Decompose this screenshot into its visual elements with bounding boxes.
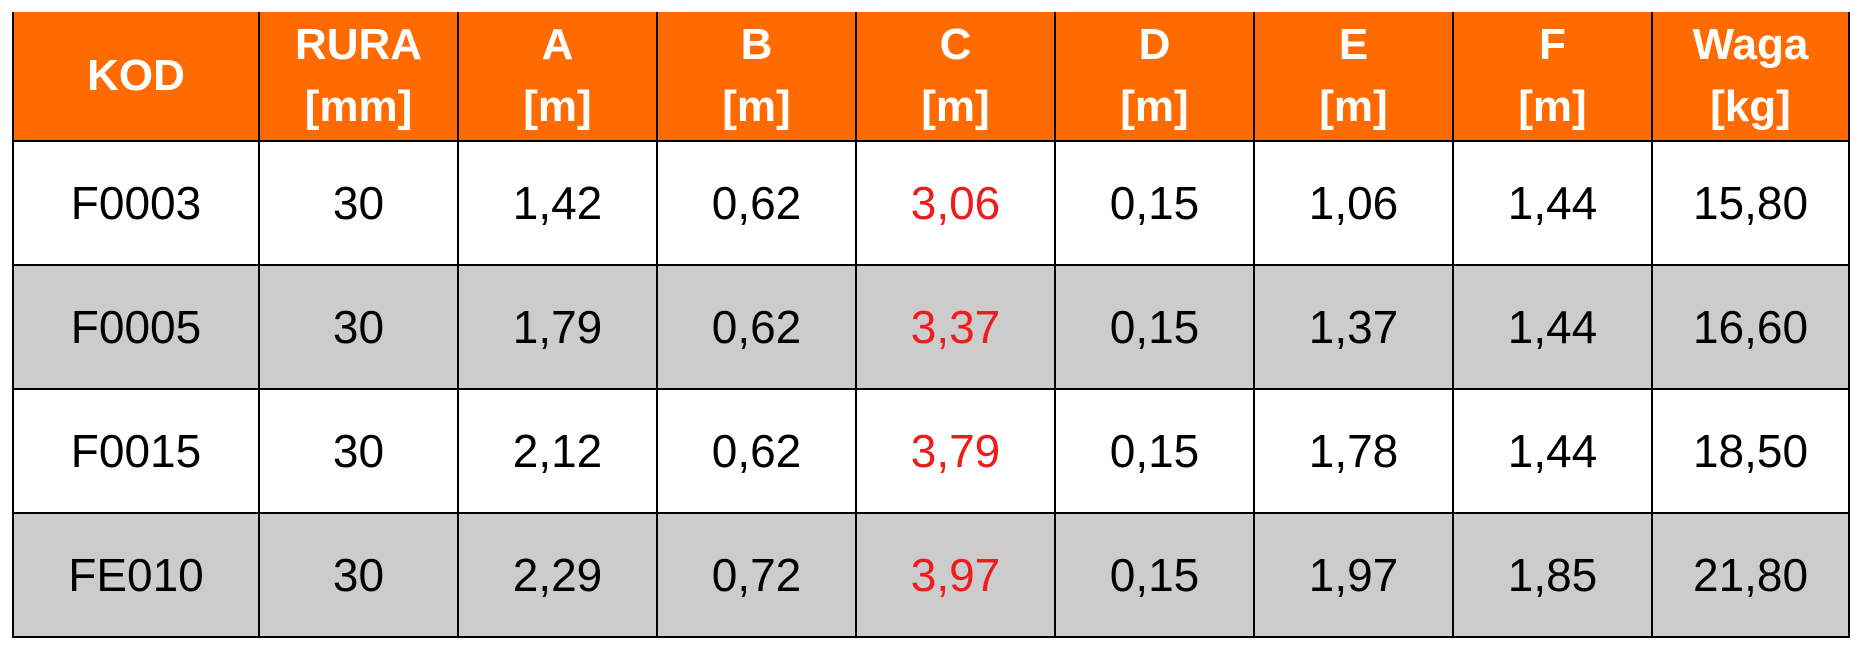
table-cell: 21,80: [1651, 512, 1850, 638]
header-cell: F [m]: [1452, 12, 1653, 142]
table-cell: 0,62: [656, 264, 857, 390]
table-cell: 30: [258, 512, 459, 638]
header-text: RURA: [294, 20, 423, 69]
table-cell: 1,44: [1452, 264, 1653, 390]
header-cell: E [m]: [1253, 12, 1454, 142]
table-cell: 2,12: [457, 388, 658, 514]
header-text: E: [1338, 20, 1369, 69]
header-cell: D [m]: [1054, 12, 1255, 142]
table-cell: 1,44: [1452, 388, 1653, 514]
header-cell: B [m]: [656, 12, 857, 142]
table-cell: 0,15: [1054, 140, 1255, 266]
table-cell: 1,42: [457, 140, 658, 266]
header-text: [m]: [722, 82, 791, 131]
table-row: F0005 30 1,79 0,62 3,37 0,15 1,37 1,44 16,60: [12, 264, 1850, 390]
table-cell: 30: [258, 264, 459, 390]
table-header: KOD RURA [mm] A [m] B [m] C [m] D [m] E [m] F [m] Waga […: [12, 12, 1850, 142]
table-cell: 30: [258, 140, 459, 266]
header-text: [mm]: [304, 82, 413, 131]
header-text: [kg]: [1710, 82, 1791, 131]
header-text: KOD: [87, 51, 185, 100]
table-cell: 18,50: [1651, 388, 1850, 514]
table-cell: 1,85: [1452, 512, 1653, 638]
header-text: [m]: [1319, 82, 1388, 131]
header-cell: RURA [mm]: [258, 12, 459, 142]
table-cell: 3,79: [855, 388, 1056, 514]
table-cell: 3,97: [855, 512, 1056, 638]
table-body: F0003 30 1,42 0,62 3,06 0,15 1,06 1,44 15,80 F000…: [12, 140, 1850, 638]
table-cell: 3,06: [855, 140, 1056, 266]
table-cell: 0,62: [656, 140, 857, 266]
table-cell: FE010: [12, 512, 260, 638]
table-cell: 0,15: [1054, 512, 1255, 638]
header-cell: C [m]: [855, 12, 1056, 142]
header-cell: Waga [kg]: [1651, 12, 1850, 142]
table-cell: 1,44: [1452, 140, 1653, 266]
table-cell: 0,15: [1054, 388, 1255, 514]
table-cell: 1,97: [1253, 512, 1454, 638]
header-cell: A [m]: [457, 12, 658, 142]
table-cell: F0015: [12, 388, 260, 514]
header-row: KOD RURA [mm] A [m] B [m] C [m] D [m] E [m] F [m] Waga […: [12, 12, 1850, 142]
header-text: B: [740, 20, 773, 69]
table-row: F0003 30 1,42 0,62 3,06 0,15 1,06 1,44 15,80: [12, 140, 1850, 266]
table-cell: 30: [258, 388, 459, 514]
header-text: [m]: [523, 82, 592, 131]
header-text: Waga: [1692, 20, 1809, 69]
data-table: KOD RURA [mm] A [m] B [m] C [m] D [m] E [m] F [m] Waga […: [12, 12, 1850, 638]
table-cell: 3,37: [855, 264, 1056, 390]
table-cell: 0,72: [656, 512, 857, 638]
table-cell: 16,60: [1651, 264, 1850, 390]
table-cell: 15,80: [1651, 140, 1850, 266]
header-cell: KOD: [12, 12, 260, 142]
table-row: FE010 30 2,29 0,72 3,97 0,15 1,97 1,85 21,80: [12, 512, 1850, 638]
header-text: [m]: [1518, 82, 1587, 131]
table-cell: 1,78: [1253, 388, 1454, 514]
table-cell: 0,62: [656, 388, 857, 514]
table-cell: 0,15: [1054, 264, 1255, 390]
header-text: F: [1539, 20, 1566, 69]
header-text: C: [939, 20, 972, 69]
table-cell: F0005: [12, 264, 260, 390]
header-text: D: [1138, 20, 1171, 69]
header-text: [m]: [1120, 82, 1189, 131]
table-cell: 2,29: [457, 512, 658, 638]
table-row: F0015 30 2,12 0,62 3,79 0,15 1,78 1,44 18,50: [12, 388, 1850, 514]
table-cell: F0003: [12, 140, 260, 266]
table-cell: 1,06: [1253, 140, 1454, 266]
header-text: A: [541, 20, 574, 69]
table-cell: 1,37: [1253, 264, 1454, 390]
header-text: [m]: [921, 82, 990, 131]
table-cell: 1,79: [457, 264, 658, 390]
